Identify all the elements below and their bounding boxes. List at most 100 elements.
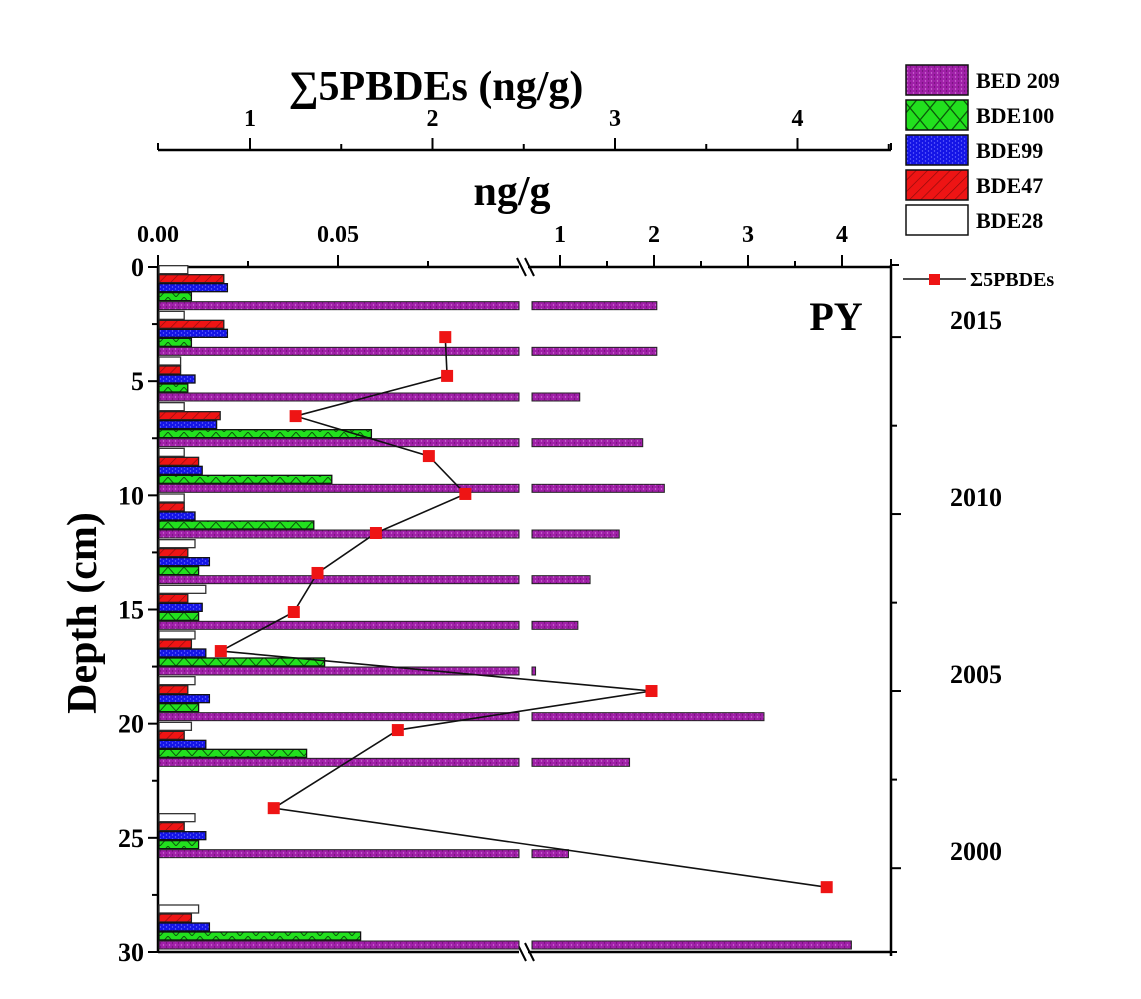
bar-bde99: [158, 602, 203, 612]
bar-bde28: [158, 813, 196, 823]
bar-bde100: [158, 931, 362, 941]
bar-group: [158, 402, 644, 448]
bar-bde47: [158, 502, 185, 512]
bar-group: [158, 676, 765, 722]
bar-bde47: [158, 548, 189, 558]
bars: [158, 265, 852, 950]
bar-group: [158, 813, 569, 859]
bar-bde209-lower: [158, 575, 520, 585]
left-axis-tick-label: 25: [118, 824, 144, 853]
bar-bde99: [158, 328, 229, 338]
bar-bde28: [158, 584, 207, 594]
sum-data-point: [645, 685, 658, 698]
left-axis-tick-label: 15: [118, 596, 144, 625]
bar-bde100: [158, 474, 333, 484]
bar-bde28: [158, 356, 182, 366]
year-label: 2000: [950, 837, 1002, 866]
bar-bde28: [158, 310, 185, 320]
bottom-axis: 0.00 0.05 1 2 3 4: [137, 222, 892, 962]
left-axis-tick-label: 0: [131, 253, 144, 282]
legend-line-marker: [929, 274, 940, 285]
legend-swatch-bde100: [905, 99, 969, 131]
bar-bde47: [158, 365, 182, 375]
left-axis-tick-label: 5: [131, 367, 144, 396]
legend-label: BDE100: [976, 103, 1054, 128]
bar-bde99: [158, 557, 211, 567]
bar-bde47: [158, 274, 225, 284]
bar-bde209-lower: [158, 438, 520, 448]
sum-data-point: [820, 881, 833, 894]
sum-data-point: [287, 606, 300, 619]
bar-bde209-lower: [158, 757, 520, 767]
top-axis-tick-label: 1: [244, 106, 256, 132]
bar-bde209-lower: [158, 940, 520, 950]
right-axis: 2015 2010 2005 2000: [889, 264, 1002, 956]
sum-data-point: [441, 369, 454, 382]
left-axis-title: Depth (cm): [60, 512, 106, 714]
bar-bde209-lower: [158, 392, 520, 402]
sum-data-point: [369, 527, 382, 540]
bar-bde28: [158, 402, 185, 412]
axis-break-mark: [524, 257, 535, 277]
bar-bde47: [158, 456, 200, 466]
top-axis-tick-label: 3: [609, 106, 621, 132]
bar-bde209-upper: [531, 849, 569, 859]
panel-label: PY: [809, 294, 862, 339]
ng-axis-tick-label: 0.00: [137, 222, 179, 248]
bar-group: [158, 447, 665, 493]
ng-axis-tick-label: 3: [742, 222, 754, 248]
top-axis-title: ∑5PBDEs (ng/g): [289, 64, 584, 110]
left-axis-tick-label: 10: [118, 481, 144, 510]
legend-label: BED 209: [976, 68, 1060, 93]
bar-bde100: [158, 520, 315, 530]
bar-bde47: [158, 593, 189, 603]
bar-bde209-lower: [158, 529, 520, 539]
bar-bde99: [158, 922, 211, 932]
bar-group: [158, 265, 658, 311]
bar-bde28: [158, 721, 193, 731]
bar-bde100: [158, 657, 326, 667]
bar-bde47: [158, 730, 185, 740]
sum-data-point: [439, 331, 452, 344]
bar-bde99: [158, 831, 207, 841]
bar-bde209-upper: [531, 483, 665, 493]
top-axis: 1 2 3 4: [157, 106, 892, 152]
bar-bde209-upper: [531, 940, 852, 950]
legend-swatch-bde47: [905, 169, 969, 201]
sum-data-point: [391, 724, 404, 737]
year-label: 2010: [950, 483, 1002, 512]
bar-bde100: [158, 566, 200, 576]
sum-data-point: [311, 566, 324, 579]
bar-group: [158, 904, 852, 950]
bar-group: [158, 493, 620, 539]
bar-bde209-lower: [158, 301, 520, 311]
bar-bde47: [158, 319, 225, 329]
sum-data-point: [459, 487, 472, 500]
bar-bde47: [158, 822, 185, 832]
bar-bde100: [158, 611, 200, 621]
bar-bde209-lower: [158, 346, 520, 356]
sum-data-point: [422, 450, 435, 463]
bar-bde209-lower: [158, 712, 520, 722]
bar-bde28: [158, 904, 200, 914]
bar-bde100: [158, 703, 200, 713]
bar-bde209-upper: [531, 712, 765, 722]
bar-bde100: [158, 748, 308, 758]
bar-bde47: [158, 685, 189, 695]
bar-bde28: [158, 676, 196, 686]
bar-bde47: [158, 411, 221, 421]
bar-bde100: [158, 337, 193, 347]
legend-line-label: Σ5PBDEs: [970, 269, 1054, 291]
bar-bde99: [158, 739, 207, 749]
bar-bde100: [158, 383, 189, 393]
ng-axis-tick-label: 0.05: [317, 222, 359, 248]
sum-data-point: [289, 410, 302, 423]
ng-axis-tick-label: 4: [836, 222, 848, 248]
legend-label: BDE47: [976, 173, 1043, 198]
bar-bde99: [158, 283, 229, 293]
year-label: 2015: [950, 306, 1002, 335]
sum-line-path: [218, 337, 827, 888]
bar-bde100: [158, 292, 193, 302]
bar-group: [158, 539, 591, 585]
